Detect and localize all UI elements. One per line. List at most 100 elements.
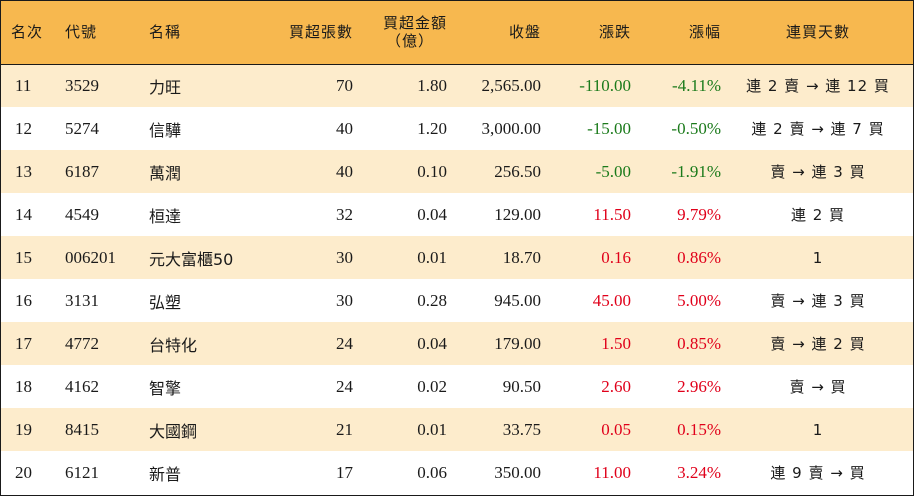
cell-net-buy-lots: 30 xyxy=(336,290,353,310)
cell-net-buy-amount: 1.80 xyxy=(417,75,447,95)
table-row: 18 4162 智擎 24 0.02 90.50 2.60 2.96% 賣 → 買 xyxy=(1,365,913,408)
cell-stock-name: 台特化 xyxy=(149,335,198,355)
cell-net-buy-lots: 30 xyxy=(336,247,353,267)
header-net-buy-amount-line1: 買超金額 xyxy=(382,14,447,33)
cell-stock-code: 4772 xyxy=(65,333,99,353)
cell-price-change: -110.00 xyxy=(579,75,631,95)
table-row: 17 4772 台特化 24 0.04 179.00 1.50 0.85% 賣 → 連 2 買 xyxy=(1,322,913,365)
cell-change-pct: -0.50% xyxy=(671,118,721,138)
cell-stock-name: 桓達 xyxy=(149,206,182,226)
cell-net-buy-amount: 0.10 xyxy=(417,161,447,181)
cell-change-pct: 0.85% xyxy=(677,333,721,353)
cell-rank: 19 xyxy=(15,419,32,439)
cell-net-buy-lots: 24 xyxy=(336,376,353,396)
cell-consecutive-days: 賣 → 連 3 買 xyxy=(770,163,866,181)
table-header-row: 名次 代號 名稱 買超張數 買超金額 （億） 收盤 漲跌 漲幅 連買天數 xyxy=(1,1,913,65)
cell-change-pct: 0.86% xyxy=(677,247,721,267)
cell-stock-code: 3131 xyxy=(65,290,99,310)
cell-stock-name: 新普 xyxy=(149,464,182,484)
cell-close-price: 350.00 xyxy=(494,462,541,482)
table-row: 13 6187 萬潤 40 0.10 256.50 -5.00 -1.91% 賣 → 連 3 買 xyxy=(1,150,913,193)
table-row: 16 3131 弘塑 30 0.28 945.00 45.00 5.00% 賣 → 連 3 買 xyxy=(1,279,913,322)
cell-stock-name: 力旺 xyxy=(149,77,182,97)
cell-change-pct: -4.11% xyxy=(672,75,721,95)
table-row: 11 3529 力旺 70 1.80 2,565.00 -110.00 -4.11% 連 2 賣… xyxy=(1,64,913,107)
cell-close-price: 179.00 xyxy=(494,333,541,353)
header-consecutive-days: 連買天數 xyxy=(723,1,913,65)
cell-stock-name: 信驊 xyxy=(149,120,182,140)
cell-net-buy-lots: 40 xyxy=(336,161,353,181)
cell-net-buy-lots: 24 xyxy=(336,333,353,353)
cell-net-buy-amount: 0.01 xyxy=(417,419,447,439)
cell-rank: 18 xyxy=(15,376,32,396)
cell-price-change: 11.50 xyxy=(593,204,631,224)
cell-close-price: 18.70 xyxy=(502,247,541,267)
header-net-buy-lots: 買超張數 xyxy=(265,1,355,65)
table-row: 14 4549 桓達 32 0.04 129.00 11.50 9.79% 連 2 買 xyxy=(1,193,913,236)
cell-stock-code: 4549 xyxy=(65,204,99,224)
cell-rank: 14 xyxy=(15,204,32,224)
cell-consecutive-days: 賣 → 連 2 買 xyxy=(770,335,866,353)
cell-stock-name: 弘塑 xyxy=(149,292,182,312)
cell-net-buy-lots: 70 xyxy=(336,75,353,95)
cell-consecutive-days: 連 2 買 xyxy=(790,206,846,224)
header-name: 名稱 xyxy=(137,1,265,65)
cell-change-pct: 9.79% xyxy=(677,204,721,224)
cell-rank: 16 xyxy=(15,290,32,310)
cell-change-pct: -1.91% xyxy=(671,161,721,181)
cell-net-buy-amount: 0.04 xyxy=(417,204,447,224)
cell-consecutive-days: 連 2 賣 → 連 12 買 xyxy=(746,77,890,96)
cell-close-price: 129.00 xyxy=(494,204,541,224)
cell-close-price: 3,000.00 xyxy=(481,118,542,138)
cell-consecutive-days: 連 2 賣 → 連 7 買 xyxy=(751,120,885,138)
cell-stock-code: 3529 xyxy=(65,75,99,95)
header-change-pct: 漲幅 xyxy=(633,1,723,65)
cell-stock-code: 8415 xyxy=(65,419,99,439)
table-row: 20 6121 新普 17 0.06 350.00 11.00 3.24% 連 9 賣 → 買 xyxy=(1,451,913,494)
cell-change-pct: 0.15% xyxy=(677,419,721,439)
cell-stock-code: 5274 xyxy=(65,118,99,138)
cell-net-buy-amount: 0.04 xyxy=(417,333,447,353)
cell-net-buy-lots: 40 xyxy=(336,118,353,138)
cell-net-buy-amount: 1.20 xyxy=(417,118,447,138)
cell-change-pct: 3.24% xyxy=(677,462,721,482)
cell-net-buy-amount: 0.02 xyxy=(417,376,447,396)
header-rank: 名次 xyxy=(1,1,59,65)
table-row: 12 5274 信驊 40 1.20 3,000.00 -15.00 -0.50% 連 2 賣 … xyxy=(1,107,913,150)
cell-price-change: 1.50 xyxy=(601,333,631,353)
cell-change-pct: 2.96% xyxy=(677,376,721,396)
cell-stock-name: 萬潤 xyxy=(149,163,182,183)
cell-net-buy-lots: 32 xyxy=(336,204,353,224)
cell-rank: 12 xyxy=(15,118,32,138)
cell-consecutive-days: 1 xyxy=(812,248,824,267)
cell-close-price: 90.50 xyxy=(502,376,541,396)
cell-price-change: 11.00 xyxy=(593,462,631,482)
cell-net-buy-amount: 0.28 xyxy=(417,290,447,310)
header-close: 收盤 xyxy=(449,1,543,65)
cell-stock-name: 元大富櫃50 xyxy=(149,249,234,269)
cell-close-price: 945.00 xyxy=(494,290,541,310)
cell-price-change: -5.00 xyxy=(595,161,631,181)
table-row: 19 8415 大國鋼 21 0.01 33.75 0.05 0.15% 1 xyxy=(1,408,913,451)
cell-net-buy-lots: 21 xyxy=(336,419,353,439)
cell-net-buy-amount: 0.01 xyxy=(417,247,447,267)
cell-consecutive-days: 賣 → 連 3 買 xyxy=(770,292,866,310)
cell-close-price: 33.75 xyxy=(502,419,541,439)
cell-price-change: 2.60 xyxy=(601,376,631,396)
cell-consecutive-days: 連 9 賣 → 買 xyxy=(770,464,866,482)
cell-net-buy-lots: 17 xyxy=(336,462,353,482)
header-net-buy-amount: 買超金額 （億） xyxy=(355,1,449,65)
cell-change-pct: 5.00% xyxy=(677,290,721,310)
cell-stock-code: 4162 xyxy=(65,376,99,396)
cell-close-price: 256.50 xyxy=(494,161,541,181)
header-change: 漲跌 xyxy=(543,1,633,65)
cell-consecutive-days: 1 xyxy=(812,420,824,439)
cell-price-change: -15.00 xyxy=(587,118,631,138)
cell-stock-name: 大國鋼 xyxy=(149,421,198,441)
cell-price-change: 45.00 xyxy=(592,290,631,310)
cell-rank: 17 xyxy=(15,333,32,353)
cell-close-price: 2,565.00 xyxy=(481,75,542,95)
cell-stock-name: 智擎 xyxy=(149,378,182,398)
